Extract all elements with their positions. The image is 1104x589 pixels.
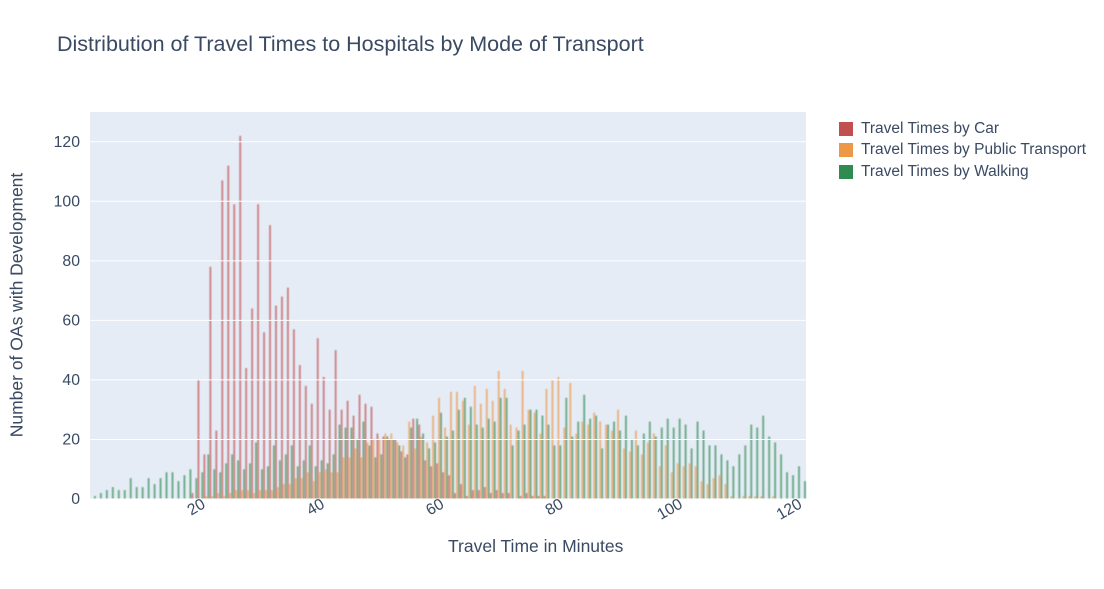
svg-text:100: 100: [54, 193, 81, 210]
svg-text:20: 20: [62, 431, 80, 448]
svg-text:0: 0: [71, 491, 80, 508]
svg-text:80: 80: [62, 253, 80, 270]
svg-text:120: 120: [54, 134, 81, 151]
svg-text:120: 120: [774, 496, 806, 524]
svg-text:40: 40: [62, 372, 80, 389]
svg-text:60: 60: [62, 312, 80, 329]
svg-text:100: 100: [654, 496, 686, 524]
